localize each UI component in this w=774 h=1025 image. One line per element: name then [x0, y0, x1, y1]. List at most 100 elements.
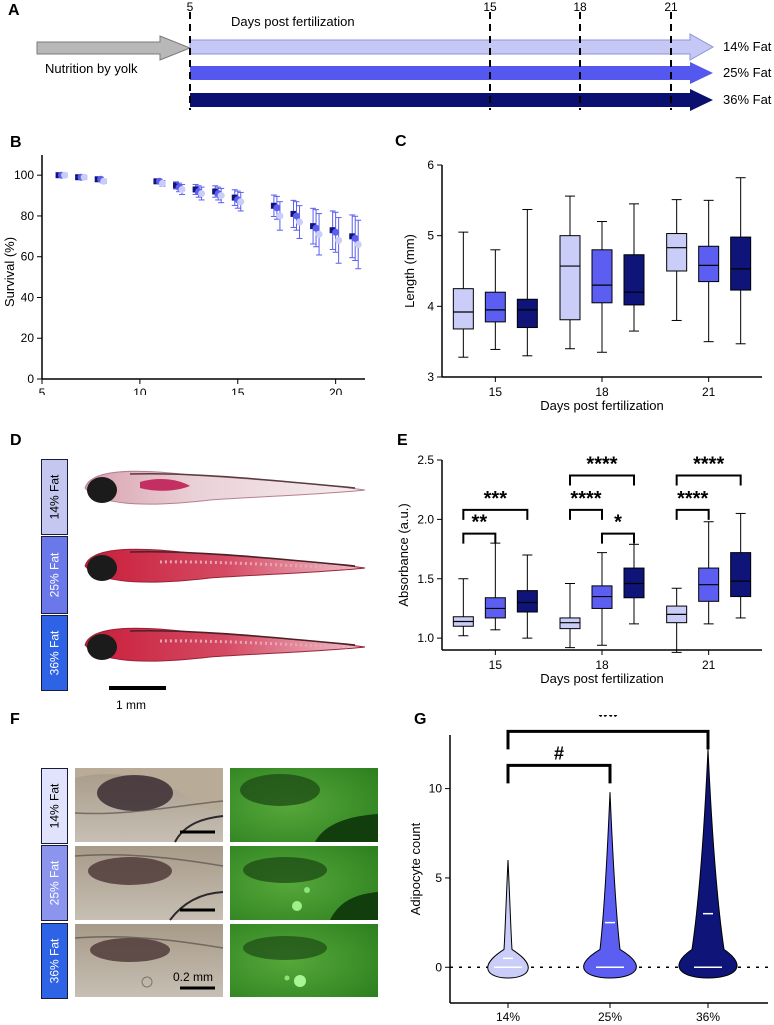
- data-point: [276, 212, 284, 220]
- label-14-fat: 14% Fat: [41, 459, 68, 535]
- data-point: [292, 212, 300, 220]
- significance-marker: #: [554, 743, 564, 763]
- x-tick-label: 18: [595, 658, 609, 672]
- day-tick-21: 21: [664, 0, 678, 14]
- x-tick-label: 14%: [496, 1010, 520, 1024]
- significance-bracket: [601, 532, 635, 544]
- label-f-36: 36% Fat: [41, 923, 68, 999]
- x-tick-label: 21: [702, 385, 716, 399]
- box: [730, 552, 752, 598]
- x-tick-label: 21: [702, 658, 716, 672]
- significance-bracket: [675, 474, 742, 486]
- length-chart: 3 4 5 6 15 18 21 Days post fertilization Length …: [402, 158, 762, 413]
- significance-marker: **: [598, 715, 619, 731]
- data-point: [173, 182, 180, 189]
- data-point: [270, 202, 277, 209]
- y-tick-label: 40: [21, 290, 35, 304]
- diet-25-arrow: [190, 62, 713, 84]
- box: [452, 288, 474, 330]
- data-point: [351, 234, 359, 242]
- photo-bf-25: [75, 846, 224, 921]
- x-tick-label: 20: [329, 386, 343, 395]
- diet-14-arrow: [189, 33, 715, 61]
- diet-14-label: 14% Fat: [723, 39, 772, 54]
- data-point: [198, 190, 206, 198]
- data-point: [273, 204, 281, 212]
- y-tick-label: 2.0: [417, 512, 434, 526]
- diet-36-label: 36% Fat: [723, 92, 772, 107]
- significance-bracket: [569, 474, 635, 486]
- panel-letter-b: B: [10, 134, 22, 151]
- data-point: [332, 228, 340, 236]
- data-point: [349, 233, 356, 240]
- y-tick-label: 4: [427, 299, 434, 313]
- data-point: [315, 230, 323, 238]
- diet-36-arrow: [190, 89, 713, 111]
- x-axis-title: Days post fertilization: [540, 671, 664, 686]
- data-point: [354, 240, 362, 248]
- box: [559, 235, 581, 321]
- photo-gfp-25: [230, 846, 378, 920]
- box: [623, 254, 645, 306]
- panel-letter-a: A: [8, 2, 20, 19]
- survival-chart: 0204060801005101520Days post fertilizati…: [2, 155, 365, 395]
- larva-14: [84, 470, 366, 505]
- y-axis-title: Length (mm): [402, 234, 417, 308]
- larva-36: [84, 627, 366, 662]
- yolk-label: Nutrition by yolk: [45, 61, 138, 76]
- photo-gfp-36: [230, 924, 378, 997]
- y-tick-label: 1.5: [417, 572, 434, 586]
- data-point: [310, 223, 317, 230]
- box: [516, 298, 538, 329]
- data-point: [312, 224, 320, 232]
- data-point: [192, 186, 199, 193]
- data-point: [217, 192, 225, 200]
- y-axis-title: Adipocyte count: [408, 822, 423, 915]
- significance-bracket: [462, 508, 529, 520]
- significance-bracket: [462, 532, 497, 544]
- x-tick-label: 36%: [696, 1010, 720, 1024]
- significance-stars: ****: [586, 453, 617, 475]
- box: [484, 291, 506, 323]
- y-axis-title: Survival (%): [2, 237, 17, 307]
- x-tick-label: 10: [133, 386, 147, 395]
- data-point: [212, 188, 219, 195]
- panel-letter-g: G: [414, 711, 427, 728]
- data-point: [100, 177, 108, 185]
- y-tick-label: 20: [21, 331, 35, 345]
- y-tick-label: 5: [427, 229, 434, 243]
- significance-bracket: [569, 508, 603, 520]
- box: [666, 233, 688, 272]
- significance-stars: *: [614, 512, 622, 534]
- data-point: [231, 194, 238, 201]
- x-axis-title: Days post fertilization: [540, 398, 664, 413]
- panel-letter-c: C: [395, 133, 407, 150]
- data-point: [290, 210, 297, 217]
- data-point: [335, 236, 343, 244]
- x-tick-label: 15: [489, 385, 503, 399]
- larvae-photos: [84, 470, 366, 690]
- box: [516, 590, 538, 613]
- panel-letter-f: F: [10, 711, 20, 728]
- y-tick-label: 1.0: [417, 631, 434, 645]
- yolk-arrow: [36, 35, 192, 61]
- significance-bracket: [675, 508, 710, 520]
- violin: [678, 749, 738, 979]
- x-tick-label: 18: [595, 385, 609, 399]
- violin: [583, 792, 637, 979]
- photo-bf-36: [75, 924, 224, 997]
- y-tick-label: 100: [14, 168, 34, 182]
- panel-letter-e: E: [397, 432, 408, 449]
- day-tick-15: 15: [483, 0, 497, 14]
- timeline-header: Days post fertilization: [231, 14, 355, 29]
- y-tick-label: 0: [27, 372, 34, 386]
- scale-label-f: 0.2 mm: [173, 970, 214, 984]
- box: [698, 245, 720, 283]
- data-point: [80, 173, 88, 181]
- significance-bracket: [506, 729, 710, 750]
- scale-label-d: 1 mm: [116, 698, 146, 712]
- data-point: [178, 185, 186, 193]
- y-tick-label: 6: [427, 158, 434, 172]
- significance-stars: ****: [677, 488, 708, 510]
- y-tick-label: 3: [427, 370, 434, 384]
